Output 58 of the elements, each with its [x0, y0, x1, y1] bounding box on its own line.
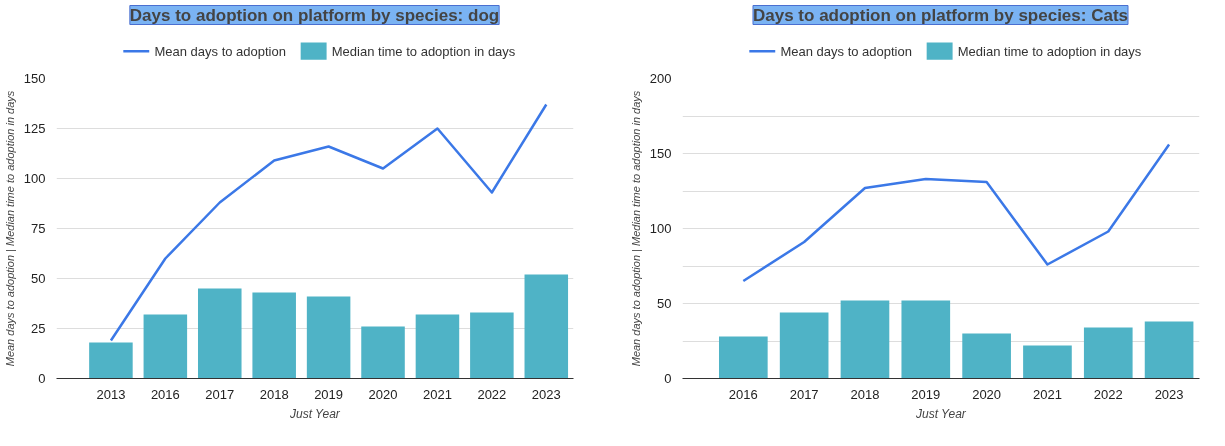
y-tick-label: 100: [649, 221, 672, 236]
x-tick-label: 2021: [1032, 386, 1062, 402]
x-tick-label: 2016: [728, 386, 758, 402]
y-tick-label: 25: [31, 321, 46, 336]
x-tick-label: 2018: [259, 386, 289, 402]
x-tick-label: 2017: [789, 386, 819, 402]
x-tick-label: 2023: [531, 386, 561, 402]
bar: [89, 342, 133, 379]
x-tick-label: 2019: [314, 386, 344, 402]
bar: [415, 314, 460, 379]
line-series: [109, 103, 548, 342]
x-tick-label: 2022: [1093, 386, 1123, 402]
line-series: [742, 143, 1171, 283]
y-tick-label: 0: [664, 371, 672, 386]
x-tick-label: 2019: [911, 386, 941, 402]
x-axis-title: Just Year: [914, 406, 967, 421]
y-tick-label: 0: [38, 371, 46, 386]
bar: [1083, 327, 1133, 379]
y-axis-title: Mean days to adoption | Median time to adoption in days: [629, 90, 642, 367]
x-tick-label: 2023: [1154, 386, 1184, 402]
bar: [962, 333, 1011, 379]
x-tick-label: 2013: [96, 386, 126, 402]
bar: [524, 274, 569, 379]
chart-title: Days to adoption on platform by species: Cats: [753, 5, 1129, 25]
x-tick-label: 2018: [850, 386, 880, 402]
bar: [901, 300, 951, 379]
bar: [306, 296, 351, 379]
x-axis-title: Just Year: [288, 406, 341, 421]
y-tick-label: 50: [657, 296, 672, 311]
x-tick-label: 2021: [422, 386, 452, 402]
bar: [470, 312, 514, 379]
bar: [840, 300, 890, 379]
legend-label: Median time to adoption in days: [957, 43, 1142, 59]
x-tick-label: 2020: [972, 386, 1002, 402]
chart-title: Days to adoption on platform by species: dog: [129, 5, 500, 25]
y-tick-label: 150: [23, 71, 46, 86]
y-axis-title: Mean days to adoption | Median time to adoption in days: [3, 90, 16, 367]
x-tick-label: 2016: [150, 386, 180, 402]
bar: [143, 314, 188, 379]
y-tick-label: 200: [649, 71, 672, 86]
y-tick-label: 100: [23, 171, 46, 186]
y-tick-label: 125: [23, 121, 46, 136]
y-tick-label: 150: [649, 146, 672, 161]
bar: [1144, 321, 1194, 379]
bar: [718, 336, 768, 379]
y-tick-label: 50: [31, 271, 46, 286]
bar: [252, 292, 296, 379]
bar: [779, 312, 829, 379]
bar: [1023, 345, 1072, 379]
y-tick-label: 75: [31, 221, 46, 236]
x-tick-label: 2020: [368, 386, 398, 402]
x-tick-label: 2022: [477, 386, 507, 402]
legend-label: Mean days to adoption: [780, 43, 912, 59]
bar: [197, 288, 242, 379]
x-tick-label: 2017: [205, 386, 235, 402]
legend-label: Median time to adoption in days: [331, 43, 516, 59]
legend-label: Mean days to adoption: [154, 43, 286, 59]
bar: [361, 326, 405, 379]
